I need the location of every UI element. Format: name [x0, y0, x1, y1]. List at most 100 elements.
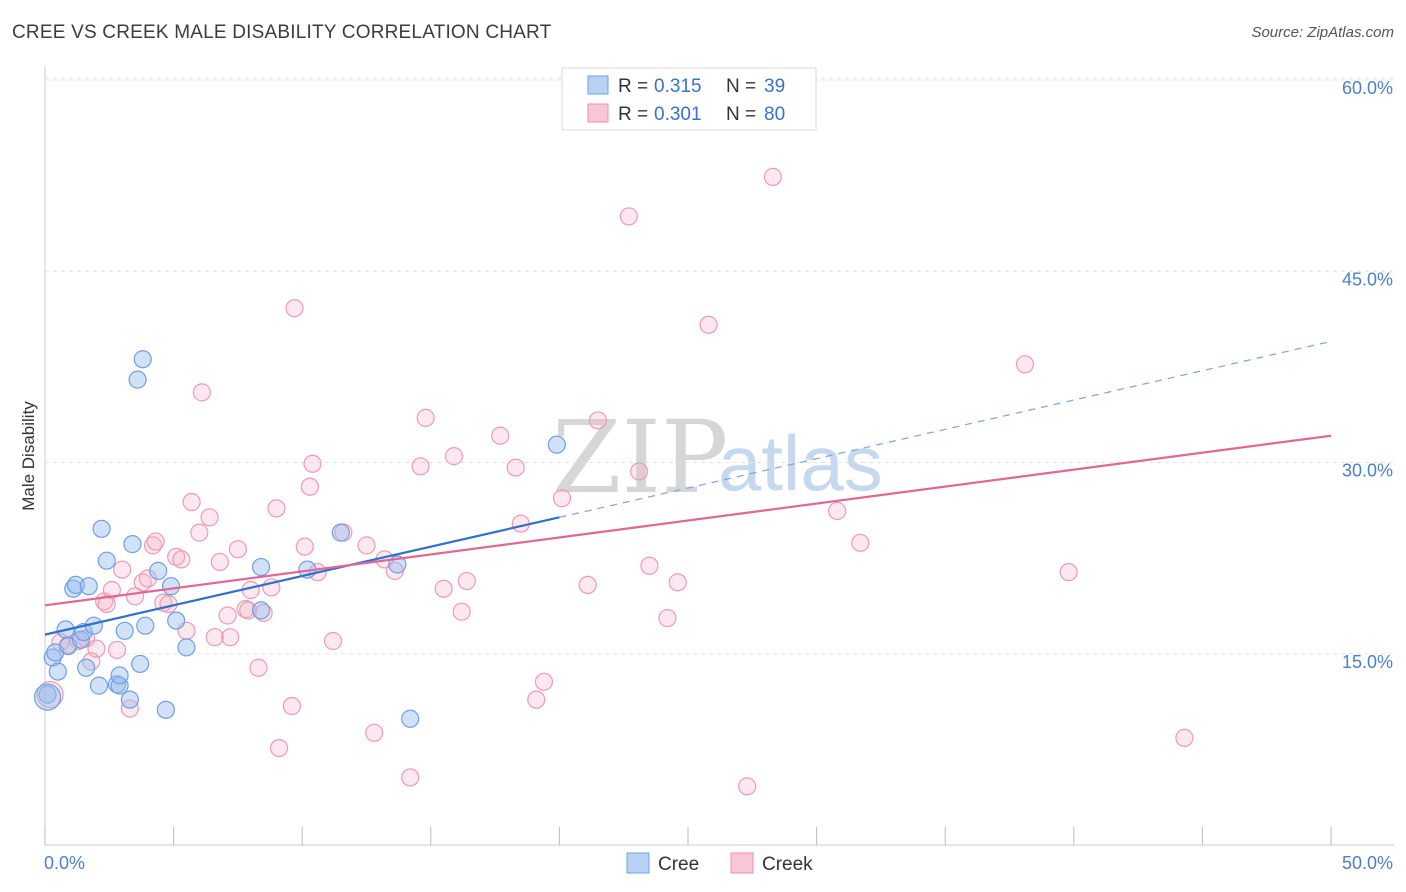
creek-point: [416, 408, 435, 427]
data-points: [33, 167, 1194, 796]
legend-n-value-cree: 39: [764, 76, 785, 97]
cree-point: [136, 616, 155, 635]
legend-n-label-creek: N =: [726, 104, 756, 125]
cree-point: [110, 676, 129, 695]
cree-point: [251, 601, 271, 620]
y-tick-label: 60.0%: [1342, 78, 1393, 98]
cree-point: [156, 700, 175, 719]
creek-point: [506, 458, 525, 477]
creek-point: [190, 523, 209, 542]
axes: 15.0% 30.0% 45.0% 60.0% 0.0% 50.0%: [44, 66, 1394, 873]
creek-point: [295, 537, 314, 556]
legend-n-value-creek: 80: [764, 104, 785, 125]
cree-point: [123, 534, 142, 554]
y-tick-label: 15.0%: [1342, 652, 1393, 672]
creek-point: [172, 550, 191, 569]
cree-point: [177, 638, 196, 657]
creek-point: [267, 499, 286, 518]
legend-r-label-cree: R =: [618, 76, 648, 97]
creek-point: [699, 315, 718, 334]
creek-point: [102, 580, 121, 600]
creek-point: [167, 547, 186, 566]
creek-point: [434, 579, 453, 598]
legend-box: R = 0.315 N = 39 R = 0.301 N = 80: [561, 67, 817, 131]
legend-r-value-cree: 0.315: [654, 76, 702, 97]
bottom-legend-label-cree: Cree: [658, 854, 699, 875]
trend-lines: [44, 340, 1332, 636]
creek-point: [763, 167, 782, 186]
gridlines: [45, 77, 1394, 655]
creek-point: [668, 573, 687, 592]
creek-point: [87, 639, 106, 658]
creek-point: [457, 571, 476, 591]
creek-point: [282, 696, 302, 716]
cree-point: [43, 648, 62, 667]
creek-point: [491, 426, 510, 445]
cree-trend-extension: [559, 340, 1332, 518]
cree-point: [401, 709, 420, 728]
creek-point: [210, 552, 229, 572]
creek-point: [619, 207, 638, 226]
cree-trend-line: [44, 516, 560, 636]
cree-point: [161, 577, 181, 596]
creek-point: [269, 738, 289, 758]
legend-r-value-creek: 0.301: [654, 104, 702, 125]
creek-point: [218, 606, 237, 625]
creek-point: [138, 569, 157, 588]
x-tick-label: 0.0%: [44, 853, 85, 873]
creek-point: [239, 601, 258, 620]
cree-point: [120, 690, 139, 709]
creek-trend-line: [44, 434, 1332, 607]
cree-point: [38, 685, 57, 704]
creek-point: [113, 560, 132, 579]
cree-point: [547, 435, 566, 454]
bottom-legend-swatch-cree: [626, 852, 650, 874]
chart-title: CREE VS CREEK MALE DISABILITY CORRELATIO…: [12, 22, 552, 43]
cree-point: [66, 575, 85, 595]
creek-point: [1175, 728, 1194, 748]
legend-r-label-creek: R =: [618, 104, 648, 125]
cree-point: [251, 557, 271, 577]
creek-point: [107, 640, 127, 660]
creek-point: [303, 454, 322, 473]
creek-point: [401, 768, 420, 787]
creek-point: [552, 489, 572, 508]
cree-point: [97, 551, 116, 570]
bottom-legend: Cree Creek: [626, 852, 813, 875]
creek-point: [182, 492, 201, 512]
cree-point: [133, 350, 152, 369]
creek-point: [254, 603, 273, 623]
watermark-zip: ZIP: [552, 399, 728, 516]
x-tick-label: 50.0%: [1342, 853, 1393, 873]
y-tick-label: 30.0%: [1342, 461, 1393, 481]
cree-point: [167, 611, 186, 630]
creek-point: [640, 556, 659, 575]
creek-point: [527, 690, 546, 709]
legend-swatch-cree: [587, 75, 609, 95]
y-tick-label: 45.0%: [1342, 269, 1393, 289]
creek-point: [146, 532, 165, 551]
bottom-legend-label-creek: Creek: [762, 854, 813, 875]
creek-point: [285, 299, 304, 318]
cree-point: [131, 654, 150, 674]
bottom-legend-swatch-creek: [730, 852, 754, 874]
cree-point: [48, 662, 67, 681]
creek-point: [534, 672, 554, 691]
creek-point: [221, 628, 240, 647]
cree-point: [33, 683, 62, 711]
cree-point: [149, 561, 168, 580]
creek-point: [588, 411, 608, 430]
cree-point: [128, 370, 147, 389]
creek-point: [97, 594, 116, 614]
y-axis-label: Male Disability: [19, 401, 38, 511]
creek-point: [357, 536, 376, 555]
cree-point: [331, 523, 350, 542]
creek-point: [851, 533, 870, 552]
creek-point: [1015, 355, 1035, 374]
cree-point: [115, 621, 134, 640]
creek-point: [444, 447, 464, 466]
creek-point: [1059, 563, 1078, 582]
cree-point: [92, 519, 111, 538]
creek-point: [228, 540, 247, 559]
